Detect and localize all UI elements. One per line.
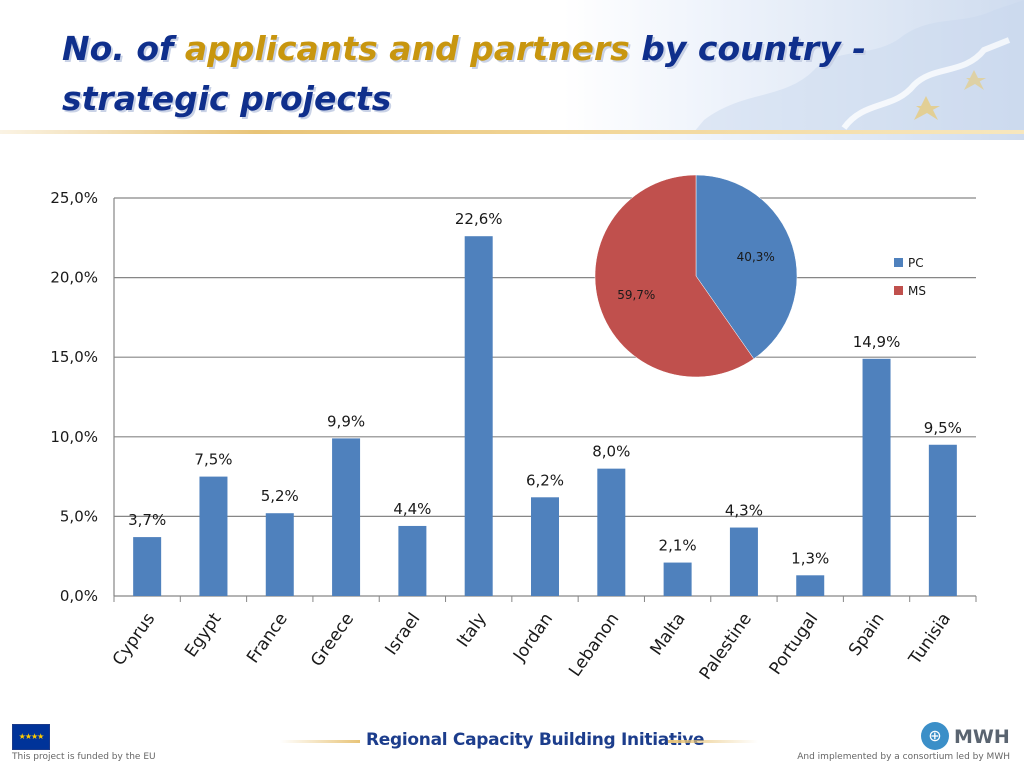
y-tick-label: 0,0% bbox=[60, 587, 98, 605]
legend-swatch bbox=[894, 258, 903, 267]
eu-map-decoration bbox=[694, 0, 1024, 132]
bar bbox=[597, 468, 626, 596]
x-category-label: Palestine bbox=[696, 609, 756, 683]
x-category-label: Greece bbox=[307, 609, 358, 670]
pie-slice bbox=[695, 174, 798, 360]
eu-flag-icon: ★★★★ bbox=[12, 724, 50, 750]
bar-data-label: 8,0% bbox=[592, 443, 630, 461]
bar bbox=[265, 513, 294, 596]
x-category-label: Jordan bbox=[509, 609, 557, 666]
pie-data-label: 59,7% bbox=[617, 288, 655, 302]
bar-data-label: 22,6% bbox=[455, 210, 503, 228]
footer-rule-left bbox=[280, 740, 360, 743]
bar bbox=[332, 438, 361, 596]
x-category-label: Cyprus bbox=[109, 609, 160, 669]
x-category-label: Spain bbox=[845, 609, 889, 659]
x-category-label: Lebanon bbox=[565, 609, 623, 680]
bar-data-label: 1,3% bbox=[791, 549, 829, 567]
bar bbox=[464, 236, 493, 596]
bar-data-label: 5,2% bbox=[261, 487, 299, 505]
bar bbox=[133, 537, 162, 596]
bar bbox=[729, 527, 758, 596]
y-tick-label: 10,0% bbox=[50, 428, 98, 446]
legend-label: MS bbox=[908, 284, 926, 298]
bar-data-label: 2,1% bbox=[659, 537, 697, 555]
bar bbox=[928, 444, 957, 596]
pie-slice bbox=[594, 174, 755, 378]
title-part1: No. of bbox=[62, 29, 185, 68]
bar bbox=[862, 358, 891, 596]
pie-data-label: 40,3% bbox=[737, 250, 775, 264]
legend-label: PC bbox=[908, 256, 924, 270]
legend-swatch bbox=[894, 286, 903, 295]
implemented-text: And implemented by a consortium led by M… bbox=[797, 752, 1010, 762]
footer-rule-right bbox=[668, 740, 758, 743]
funded-text: This project is funded by the EU bbox=[12, 752, 156, 762]
bar bbox=[531, 497, 559, 596]
x-category-label: France bbox=[243, 609, 292, 667]
slide-header: No. of applicants and partners by countr… bbox=[0, 0, 1024, 140]
x-category-label: Malta bbox=[646, 609, 689, 659]
bar bbox=[663, 562, 692, 596]
header-divider bbox=[0, 130, 1024, 134]
y-tick-label: 5,0% bbox=[60, 507, 98, 525]
bar-data-label: 14,9% bbox=[853, 333, 901, 351]
x-category-label: Israel bbox=[381, 609, 424, 659]
title-part2: by country - bbox=[629, 29, 866, 68]
bar bbox=[199, 476, 228, 596]
bar-data-label: 4,4% bbox=[393, 500, 431, 518]
title-line2: strategic projects bbox=[62, 79, 392, 118]
y-tick-label: 25,0% bbox=[50, 189, 98, 207]
bar-chart: 0,0% 5,0% 10,0% 15,0% 20,0% 25,0% 3,7% Cyprus 7,… bbox=[50, 174, 977, 684]
bar-data-label: 3,7% bbox=[128, 511, 166, 529]
mwh-logo-text: MWH bbox=[954, 726, 1010, 748]
footer bbox=[0, 718, 1024, 768]
bar bbox=[796, 575, 825, 596]
bar-data-label: 6,2% bbox=[526, 471, 564, 489]
page-title: No. of applicants and partners by countr… bbox=[62, 24, 962, 124]
footer-title: Regional Capacity Building Initiative bbox=[366, 730, 705, 750]
bar-data-label: 7,5% bbox=[194, 451, 232, 469]
y-tick-label: 20,0% bbox=[50, 269, 98, 287]
x-category-label: Tunisia bbox=[905, 609, 955, 669]
y-tick-label: 15,0% bbox=[50, 348, 98, 366]
bar bbox=[398, 525, 427, 596]
x-category-label: Egypt bbox=[181, 609, 226, 661]
globe-icon: ⊕ bbox=[921, 722, 949, 750]
bar-data-label: 4,3% bbox=[725, 502, 763, 520]
x-category-label: Italy bbox=[453, 609, 491, 651]
x-category-label: Portugal bbox=[766, 609, 823, 678]
bar-data-label: 9,5% bbox=[924, 419, 962, 437]
title-highlight: applicants and partners bbox=[184, 29, 630, 68]
bar-data-label: 9,9% bbox=[327, 412, 365, 430]
